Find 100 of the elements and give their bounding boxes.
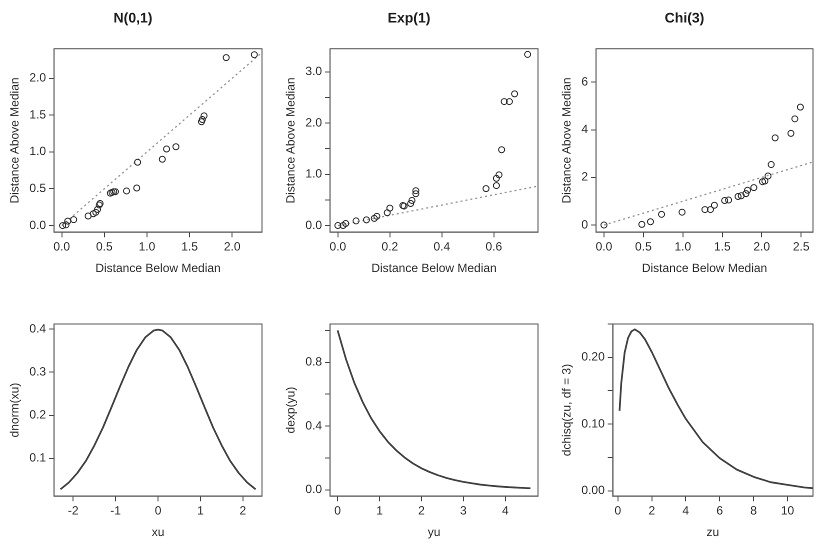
x-tick-label: -1 (110, 504, 122, 518)
point (647, 218, 654, 226)
y-tick-label: 4 (581, 122, 588, 136)
x-tick-label: 1.0 (674, 240, 692, 254)
x-tick-label: 4 (682, 504, 690, 518)
x-tick-label: 1.0 (138, 240, 156, 254)
point (701, 206, 708, 214)
point (84, 212, 92, 220)
y-axis-title: Distance Above Median (284, 77, 298, 204)
point (106, 190, 114, 197)
x-tick-label: 0 (154, 504, 162, 518)
point (134, 158, 142, 166)
point (496, 171, 503, 178)
y-axis-title: dchisq(zu, df = 3) (560, 364, 574, 456)
x-tick-label: 2.0 (753, 240, 770, 254)
x-tick-label: 2 (648, 504, 656, 518)
x-tick-label: 0.0 (53, 240, 70, 254)
x-tick-label: 0.4 (433, 240, 450, 254)
x-tick-label: 0.0 (330, 240, 347, 254)
point (70, 216, 78, 224)
x-tick-label: 0.5 (96, 240, 114, 254)
y-axis-title: dexp(yu) (284, 386, 298, 434)
point (638, 220, 646, 228)
point (408, 196, 416, 204)
y-tick-label: 6 (581, 74, 588, 88)
x-tick-label: 2.0 (224, 240, 241, 254)
point (658, 210, 666, 218)
point (796, 104, 804, 111)
point (384, 209, 391, 216)
point (791, 115, 798, 122)
point (94, 206, 102, 213)
point (412, 190, 420, 198)
y-tick-label: 2 (581, 170, 588, 184)
y-tick-label: 0.4 (29, 321, 46, 336)
point (92, 208, 100, 216)
point (370, 214, 378, 222)
x-tick-label: 1 (376, 504, 384, 518)
point (772, 134, 779, 142)
point (750, 184, 758, 192)
point (721, 197, 728, 204)
x-tick-label: 1.5 (714, 240, 731, 254)
point (198, 118, 205, 126)
point (64, 218, 72, 225)
point (600, 222, 608, 229)
x-tick-label: 4 (502, 504, 509, 518)
y-tick-label: 0.4 (305, 418, 322, 432)
point (492, 174, 500, 182)
point (706, 206, 714, 214)
y-tick-label: 3.0 (305, 64, 322, 78)
x-axis-title: zu (706, 525, 720, 540)
y-tick-label: 0.10 (581, 416, 606, 430)
y-tick-label: 2.0 (305, 115, 322, 130)
x-axis-title: Distance Below Median (95, 261, 221, 276)
point (386, 204, 394, 212)
point (710, 202, 718, 209)
x-axis-title: yu (428, 525, 440, 540)
y-tick-label: 0.3 (29, 364, 46, 379)
x-tick-label: 0 (614, 504, 622, 518)
point (172, 143, 180, 150)
x-tick-label: 2 (418, 504, 426, 518)
x-tick-label: 0.5 (635, 240, 652, 254)
point (734, 192, 742, 200)
x-tick-label: 10 (780, 504, 795, 518)
point (787, 130, 794, 137)
x-tick-label: 2 (240, 504, 247, 518)
chart-title: N(0,1) (114, 9, 152, 26)
x-tick-label: 8 (750, 504, 758, 518)
point (342, 220, 350, 227)
x-axis-title: Distance Below Median (371, 261, 497, 276)
x-tick-label: 6 (716, 504, 724, 518)
point (198, 116, 206, 124)
y-tick-label: 0.5 (29, 181, 46, 196)
point (222, 54, 230, 62)
x-tick-label: 1.5 (181, 240, 198, 254)
y-tick-label: 1.0 (305, 166, 322, 181)
point (158, 156, 166, 163)
point (362, 216, 370, 224)
chart-title: Chi(3) (664, 9, 704, 26)
point (250, 51, 258, 58)
x-tick-label: 0 (334, 504, 342, 518)
y-axis-title: Distance Above Median (560, 77, 574, 204)
point (59, 222, 66, 230)
point (768, 161, 775, 168)
y-tick-label: 0.0 (305, 218, 322, 232)
y-tick-label: 1.0 (29, 144, 46, 158)
x-axis-title: xu (152, 525, 164, 540)
point (492, 182, 500, 190)
x-tick-label: 1 (197, 504, 204, 518)
x-tick-label: 0.2 (382, 240, 399, 254)
point (407, 200, 414, 208)
y-tick-label: 0.2 (29, 408, 46, 422)
point (352, 217, 360, 224)
point (506, 98, 513, 106)
chart-title: Exp(1) (388, 9, 430, 26)
y-tick-label: 2.0 (29, 70, 46, 85)
point (498, 146, 506, 154)
point (340, 222, 347, 230)
point (759, 178, 766, 186)
y-axis-title: dnorm(xu) (8, 382, 22, 438)
point (524, 50, 532, 58)
